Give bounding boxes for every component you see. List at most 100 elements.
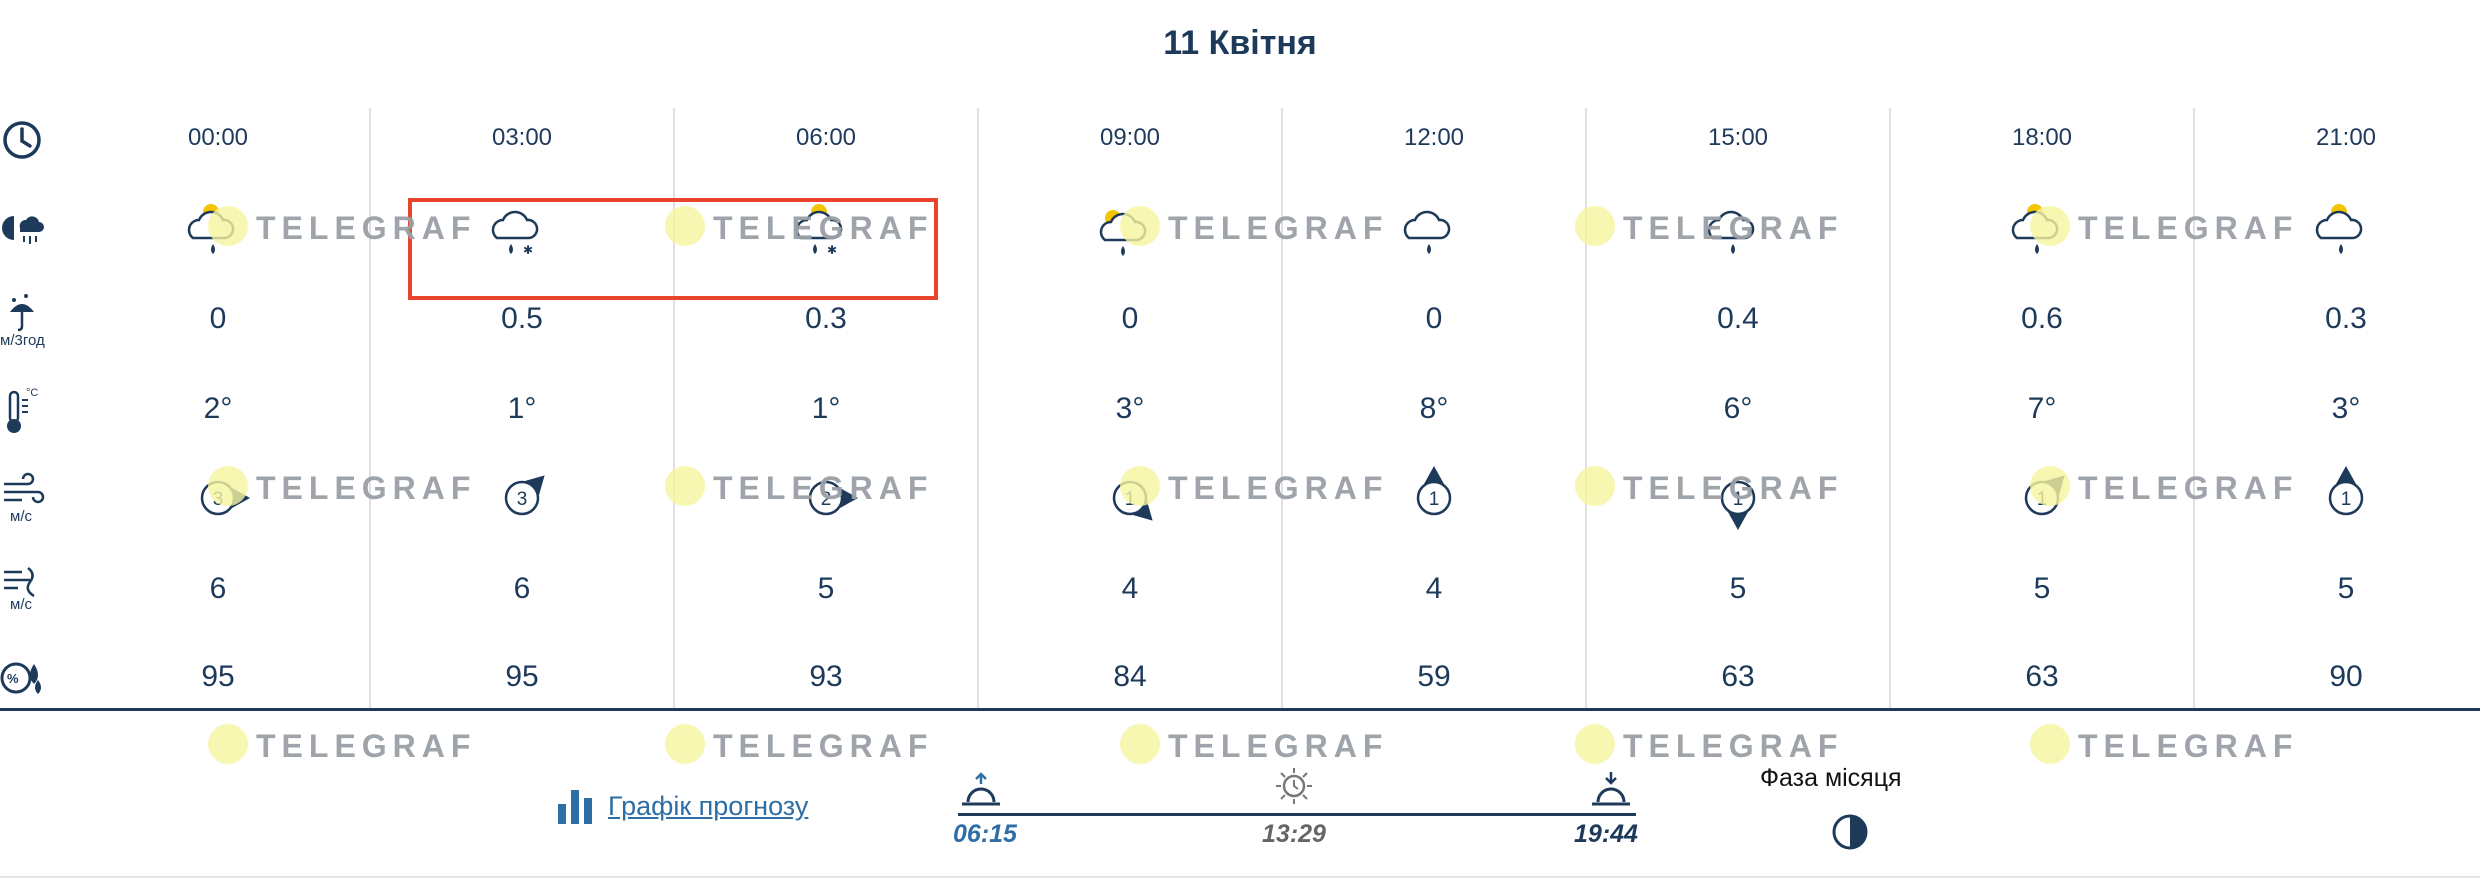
humidity-value: 95	[201, 660, 235, 693]
wind-direction-indicator: 1	[1416, 466, 1452, 516]
svg-text:%: %	[7, 671, 19, 686]
forecast-chart-link[interactable]: Графік прогнозу	[556, 786, 808, 826]
watermark: TELEGRAF	[1575, 464, 1837, 508]
bottom-divider	[0, 876, 2480, 878]
watermark: TELEGRAF	[665, 722, 927, 766]
watermark: TELEGRAF	[665, 464, 927, 508]
watermark: TELEGRAF	[208, 722, 470, 766]
precip-value: 0.3	[805, 302, 847, 335]
precipitation-icon	[10, 294, 34, 332]
time-label: 12:00	[1403, 124, 1465, 151]
wind-direction-indicator: 2	[808, 480, 858, 516]
partly-cloudy-rain-snow-icon: ✱	[795, 204, 843, 257]
svg-text:✱: ✱	[827, 243, 837, 257]
wind-speed-value: 2	[821, 489, 832, 510]
partly-cloudy-rain-icon	[187, 204, 235, 254]
wind-speed-value: 1	[2037, 489, 2048, 510]
partly-cloudy-rain-icon	[2011, 204, 2059, 254]
wind-speed-value: 1	[1429, 489, 1440, 510]
humidity-value: 84	[1113, 660, 1147, 693]
precip-value: 0.5	[501, 302, 543, 335]
humidity-value: 63	[2025, 660, 2059, 693]
temperature-value: 3°	[2331, 392, 2361, 425]
column-divider	[2193, 108, 2195, 708]
svg-text:✱: ✱	[523, 243, 533, 257]
daylight-line	[958, 813, 1636, 816]
precip-value: 0.4	[1717, 302, 1759, 335]
wind-gust-icon	[4, 567, 35, 598]
humidity-value: 63	[1721, 660, 1755, 693]
wind-icon	[4, 472, 45, 504]
wind-speed-value: 1	[2341, 489, 2352, 510]
gust-unit-label: м/с	[10, 596, 32, 613]
column-divider	[1281, 108, 1283, 708]
gust-value: 5	[2033, 572, 2051, 605]
wind-direction-indicator: 3	[504, 475, 545, 516]
time-label: 00:00	[187, 124, 249, 151]
time-label: 06:00	[795, 124, 857, 151]
gust-value: 5	[2337, 572, 2355, 605]
temperature-value: 8°	[1419, 392, 1449, 425]
time-label: 09:00	[1099, 124, 1161, 151]
gust-value: 6	[513, 572, 531, 605]
svg-text:°C: °C	[26, 387, 38, 399]
temperature-value: 1°	[811, 392, 841, 425]
wind-direction-indicator: 3	[200, 480, 250, 516]
wind-direction-indicator: 1	[2328, 466, 2364, 516]
sunrise-icon	[962, 772, 1000, 806]
precip-value: 0.3	[2325, 302, 2367, 335]
wind-unit-label: м/с	[10, 508, 32, 525]
precip-value: 0	[209, 302, 227, 335]
wind-speed-value: 3	[517, 489, 528, 510]
temperature-value: 1°	[507, 392, 537, 425]
day-length: 13:29	[1262, 820, 1326, 848]
column-divider	[369, 108, 371, 708]
partly-cloudy-rain-icon	[2315, 204, 2363, 254]
temperature-value: 2°	[203, 392, 233, 425]
humidity-value: 90	[2329, 660, 2363, 693]
table-bottom-border	[0, 708, 2480, 711]
column-divider	[1889, 108, 1891, 708]
sun-noon-icon	[1276, 768, 1312, 804]
column-divider	[1585, 108, 1587, 708]
wind-direction-indicator: 1	[1112, 480, 1153, 521]
column-divider	[673, 108, 675, 708]
thermometer-icon: °C	[7, 387, 38, 433]
sunrise-time: 06:15	[953, 820, 1017, 848]
gust-value: 5	[817, 572, 835, 605]
watermark: TELEGRAF	[2030, 722, 2292, 766]
date-title: 11 Квітня	[1163, 24, 1317, 62]
gust-value: 4	[1425, 572, 1443, 605]
watermark: TELEGRAF	[1120, 722, 1382, 766]
time-label: 03:00	[491, 124, 553, 151]
highlight-box	[408, 198, 938, 300]
moon-phase-label: Фаза місяця	[1760, 764, 1902, 792]
humidity-icon: %	[0, 662, 41, 694]
wind-direction-indicator: 1	[1720, 480, 1756, 530]
wind-speed-value: 1	[1125, 489, 1136, 510]
column-divider	[977, 108, 979, 708]
forecast-chart-link-label[interactable]: Графік прогнозу	[608, 790, 809, 821]
precip-unit-label: м/3год	[0, 332, 45, 349]
humidity-value: 95	[505, 660, 539, 693]
wind-speed-value: 3	[213, 489, 224, 510]
temperature-value: 3°	[1115, 392, 1145, 425]
time-label: 15:00	[1707, 124, 1769, 151]
bar-chart-icon	[558, 790, 592, 824]
precip-value: 0	[1425, 302, 1443, 335]
humidity-value: 93	[809, 660, 843, 693]
cloud-rain-icon	[1403, 210, 1451, 254]
precip-value: 0.6	[2021, 302, 2063, 335]
precip-value: 0	[1121, 302, 1139, 335]
temperature-value: 7°	[2027, 392, 2057, 425]
gust-value: 4	[1121, 572, 1139, 605]
gust-value: 5	[1729, 572, 1747, 605]
sunset-time: 19:44	[1574, 820, 1638, 848]
watermark: TELEGRAF	[1575, 722, 1837, 766]
watermark: TELEGRAF	[1575, 204, 1837, 248]
cloud-rain-snow-icon: ✱	[491, 210, 539, 257]
cloud-rain-icon	[1707, 210, 1755, 254]
wind-speed-value: 1	[1733, 489, 1744, 510]
sunset-icon	[1592, 772, 1630, 806]
